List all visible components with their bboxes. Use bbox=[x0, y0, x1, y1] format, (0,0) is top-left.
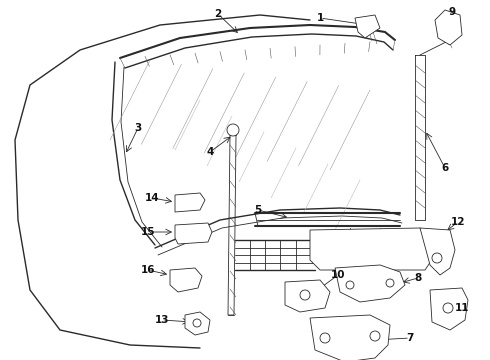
Polygon shape bbox=[430, 288, 468, 330]
Text: 12: 12 bbox=[451, 217, 465, 227]
Circle shape bbox=[193, 319, 201, 327]
Circle shape bbox=[346, 281, 354, 289]
Polygon shape bbox=[175, 223, 212, 244]
Text: 9: 9 bbox=[448, 7, 456, 17]
Circle shape bbox=[386, 279, 394, 287]
Circle shape bbox=[443, 303, 453, 313]
Polygon shape bbox=[435, 10, 462, 45]
Text: 13: 13 bbox=[155, 315, 169, 325]
Text: 14: 14 bbox=[145, 193, 159, 203]
Text: 5: 5 bbox=[254, 205, 262, 215]
Text: 11: 11 bbox=[455, 303, 469, 313]
Text: 3: 3 bbox=[134, 123, 142, 133]
Circle shape bbox=[370, 331, 380, 341]
Circle shape bbox=[300, 290, 310, 300]
Polygon shape bbox=[310, 228, 435, 270]
Text: 1: 1 bbox=[317, 13, 323, 23]
Circle shape bbox=[320, 333, 330, 343]
Text: 8: 8 bbox=[415, 273, 421, 283]
Polygon shape bbox=[170, 268, 202, 292]
Circle shape bbox=[227, 124, 239, 136]
Text: 2: 2 bbox=[215, 9, 221, 19]
Polygon shape bbox=[310, 315, 390, 360]
Polygon shape bbox=[185, 312, 210, 335]
Text: 7: 7 bbox=[406, 333, 414, 343]
Polygon shape bbox=[420, 228, 455, 275]
Polygon shape bbox=[285, 280, 330, 312]
Circle shape bbox=[432, 253, 442, 263]
Polygon shape bbox=[335, 265, 405, 302]
Polygon shape bbox=[175, 193, 205, 212]
Text: 15: 15 bbox=[141, 227, 155, 237]
Text: 10: 10 bbox=[331, 270, 345, 280]
Text: 4: 4 bbox=[206, 147, 214, 157]
Polygon shape bbox=[355, 15, 380, 38]
Text: 6: 6 bbox=[441, 163, 449, 173]
Text: 16: 16 bbox=[141, 265, 155, 275]
